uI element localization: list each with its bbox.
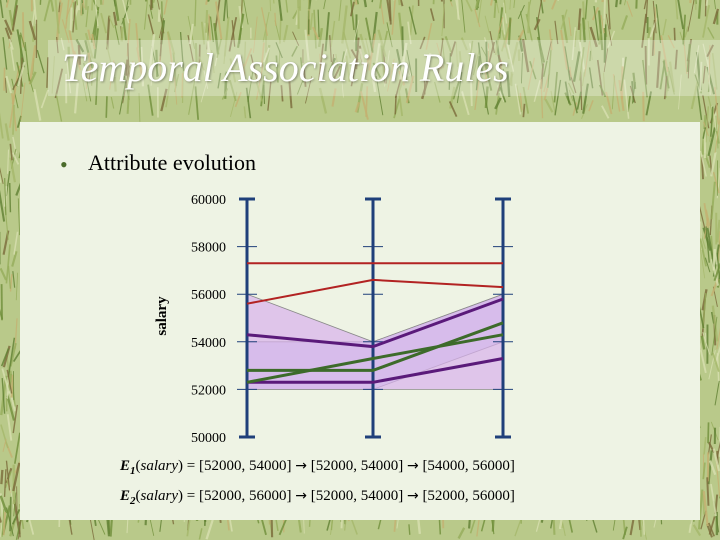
tick-label: 52000 — [191, 383, 226, 398]
series-line-5 — [247, 321, 504, 372]
arrow-icon: → — [295, 458, 307, 474]
content-panel — [20, 122, 700, 520]
formula-e2-mid: [52000, 54000] — [306, 488, 407, 504]
bullet-icon: • — [60, 152, 68, 177]
formula-e1-sub: 1 — [130, 465, 136, 477]
series-line-3 — [246, 297, 504, 349]
bullet-text: Attribute evolution — [88, 150, 257, 175]
arrow-icon: → — [295, 488, 307, 504]
title-bar — [48, 40, 720, 96]
y-axis-label: salary — [154, 296, 170, 336]
arrow-icon: → — [406, 458, 419, 474]
formula-e2-expr: ) = [52000, 56000] — [178, 488, 296, 504]
formula-e2: E2(salary) = [52000, 56000] → [52000, 54… — [120, 488, 515, 507]
tick-label: 56000 — [191, 288, 226, 303]
formula-e2-sub: 2 — [130, 495, 136, 507]
series-line-4 — [247, 357, 504, 384]
formula-e1-expr: ) = [52000, 54000] — [178, 458, 296, 474]
series-line-2 — [246, 278, 504, 305]
formula-e2-end: [52000, 56000] — [418, 488, 515, 504]
tick-label: 50000 — [191, 431, 226, 446]
formula-e1: E1(salary) = [52000, 54000] → [52000, 54… — [120, 458, 515, 477]
tick-label: 58000 — [191, 241, 226, 256]
tick-label: 54000 — [191, 336, 226, 351]
formula-e2-event: E — [120, 488, 131, 504]
slide-title: Temporal Association Rules — [62, 45, 509, 90]
formula-e2-attr: salary — [140, 488, 179, 504]
formula-e1-end: [54000, 56000] — [418, 458, 515, 474]
formula-e1-mid: [52000, 54000] — [306, 458, 407, 474]
series-line-6 — [246, 333, 504, 384]
formula-e1-event: E — [120, 458, 131, 474]
tick-label: 60000 — [191, 193, 226, 208]
arrow-icon: → — [406, 488, 419, 504]
formula-e1-attr: salary — [140, 458, 179, 474]
